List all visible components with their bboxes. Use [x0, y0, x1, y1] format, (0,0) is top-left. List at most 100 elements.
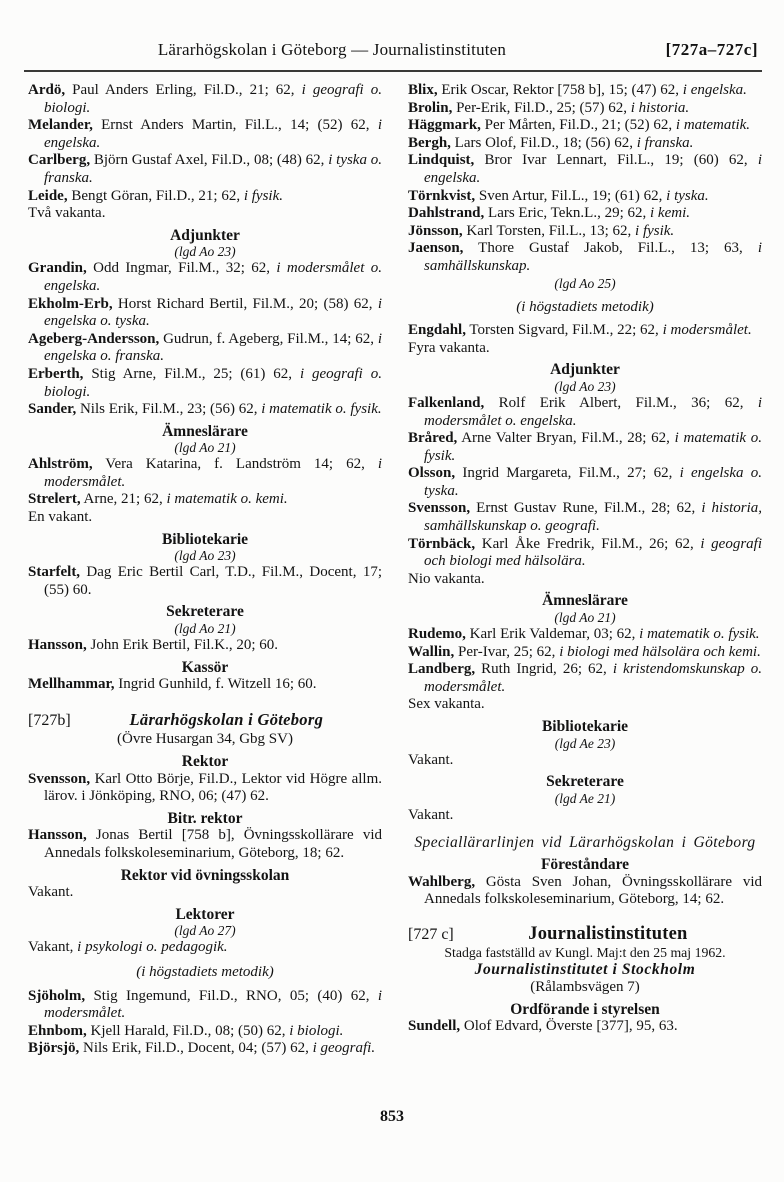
entry-surname: Carlberg,: [28, 152, 91, 169]
directory-entry: Brolin, Per-Erik, Fil.D., 25; (57) 62, i…: [408, 100, 762, 118]
role-heading: Rektor vid övningsskolan: [120, 866, 290, 884]
entry-subject: i matematik.: [675, 117, 751, 134]
directory-entry: Falkenland, Rolf Erik Albert, Fil.M., 36…: [408, 395, 762, 430]
entry-detail: Arne Valter Bryan, Fil.M., 28; 62,: [457, 430, 675, 447]
directory-entry: Rudemo, Karl Erik Valdemar, 03; 62, i ma…: [408, 626, 762, 644]
entry-detail: Björn Gustaf Axel, Fil.D., 08; (48) 62,: [90, 152, 329, 169]
directory-entry: Mellhammar, Ingrid Gunhild, f. Witzell 1…: [28, 676, 382, 694]
entry-detail: Lars Eric, Tekn.L., 29; 62,: [484, 205, 650, 222]
directory-entry: Blix, Erik Oscar, Rektor [758 b], 15; (4…: [408, 82, 762, 100]
directory-entry: Ageberg-Andersson, Gudrun, f. Ageberg, F…: [28, 331, 382, 366]
directory-entry: Landberg, Ruth Ingrid, 26; 62, i kristen…: [408, 661, 762, 696]
entry-surname: Landberg,: [408, 661, 476, 678]
salary-grade-note: (lgd Ao 23): [174, 548, 236, 564]
salary-grade-note: (lgd Ae 23): [554, 735, 616, 751]
salary-grade-note: (lgd Ao 23): [174, 244, 236, 260]
entry-detail: Sven Artur, Fil.L., 19; (61) 62,: [475, 187, 667, 204]
entry-detail: Ruth Ingrid, 26; 62,: [475, 661, 613, 678]
entry-surname: Dahlstrand,: [408, 205, 485, 222]
directory-entry: Bergh, Lars Olof, Fil.D., 18; (56) 62, i…: [408, 135, 762, 153]
entry-subject: i engelska.: [424, 152, 762, 186]
entry-surname: Törnkvist,: [408, 187, 476, 204]
entry-surname: Wallin,: [408, 643, 455, 660]
directory-entry: Strelert, Arne, 21; 62, i matematik o. k…: [28, 491, 382, 509]
role-heading: Adjunkter: [170, 226, 240, 244]
entry-detail: Odd Ingmar, Fil.M., 32; 62,: [86, 260, 277, 277]
entry-subject: i modersmålet o. engelska.: [424, 394, 762, 429]
salary-grade-note: (lgd Ao 27): [174, 923, 236, 939]
two-column-body: Ardö, Paul Anders Erling, Fil.D., 21; 62…: [28, 82, 762, 1058]
directory-entry: Hansson, Jonas Bertil [758 b], Övningssk…: [28, 827, 382, 862]
entry-surname: Svensson,: [28, 770, 91, 787]
entry-detail: Stig Arne, Fil.M., 25; (61) 62,: [83, 365, 300, 382]
entry-detail: Per Mårten, Fil.D., 21; (52) 62,: [480, 117, 676, 134]
directory-entry: Erberth, Stig Arne, Fil.M., 25; (61) 62,…: [28, 366, 382, 401]
programme-line: Speciallärarlinjen vid Lärarhögskolan i …: [414, 834, 756, 852]
entry-detail: Stig Ingemund, Fil.D., RNO, 05; (40) 62,: [85, 987, 378, 1004]
entry-surname: Ehnbom,: [28, 1022, 87, 1039]
entry-detail: Karl Åke Fredrik, Fil.M., 26; 62,: [475, 535, 701, 552]
directory-entry: Bråred, Arne Valter Bryan, Fil.M., 28; 6…: [408, 430, 762, 465]
directory-entry: Sjöholm, Stig Ingemund, Fil.D., RNO, 05;…: [28, 988, 382, 1023]
entry-subject: i modersmålet.: [44, 987, 382, 1022]
entry-subject: i tyska.: [666, 187, 709, 204]
directory-entry: Olsson, Ingrid Margareta, Fil.M., 27; 62…: [408, 465, 762, 500]
vacancy-note: Två vakanta.: [28, 205, 106, 222]
entry-detail: Horst Richard Bertil, Fil.M., 20; (58) 6…: [112, 295, 378, 312]
institute-name: Journalistinstitutet i Stockholm: [474, 961, 696, 979]
directory-entry: Grandin, Odd Ingmar, Fil.M., 32; 62, i m…: [28, 260, 382, 295]
entry-surname: Olsson,: [408, 465, 456, 482]
directory-entry: Ehnbom, Kjell Harald, Fil.D., 08; (50) 6…: [28, 1023, 382, 1041]
section-title: Journalistinstituten: [528, 923, 688, 944]
role-heading: Föreståndare: [540, 855, 630, 873]
entry-detail: Ingrid Gunhild, f. Witzell 16; 60.: [114, 676, 317, 693]
directory-entry: Ahlström, Vera Katarina, f. Landström 14…: [28, 456, 382, 491]
role-heading: Bitr. rektor: [167, 809, 243, 827]
role-heading: Sekreterare: [546, 773, 624, 791]
salary-grade-note: (lgd Ae 21): [554, 790, 616, 806]
entry-detail: Ernst Gustav Rune, Fil.M., 28; 62,: [470, 500, 702, 517]
directory-entry: Törnkvist, Sven Artur, Fil.L., 19; (61) …: [408, 188, 762, 206]
salary-grade-note: (lgd Ao 25): [554, 275, 616, 291]
entry-subject: i geografi.: [312, 1040, 376, 1057]
directory-entry: Törnbäck, Karl Åke Fredrik, Fil.M., 26; …: [408, 536, 762, 571]
section-header: [727b] Lärarhögskolan i Göteborg: [28, 711, 382, 730]
entry-subject: i historia, samhällskunskap o. geografi.: [424, 500, 762, 535]
role-heading: Ämneslärare: [542, 592, 628, 610]
entry-surname: Wahlberg,: [408, 873, 476, 890]
method-note: (i högstadiets metodik): [516, 298, 654, 315]
entry-surname: Ageberg-Andersson,: [28, 330, 160, 347]
entry-surname: Brolin,: [408, 99, 453, 116]
entry-subject: i matematik o. kemi.: [166, 491, 288, 508]
vacancy-note: Sex vakanta.: [408, 696, 485, 713]
column-right: Blix, Erik Oscar, Rektor [758 b], 15; (4…: [408, 82, 762, 1058]
entry-detail: Kjell Harald, Fil.D., 08; (50) 62,: [86, 1022, 290, 1039]
entry-subject: i modersmålet.: [662, 322, 752, 339]
entry-subject: i historia.: [630, 99, 690, 116]
entry-detail: John Erik Bertil, Fil.K., 20; 60.: [86, 637, 279, 654]
entry-surname: Hansson,: [28, 827, 87, 844]
directory-entry: Ekholm-Erb, Horst Richard Bertil, Fil.M.…: [28, 296, 382, 331]
vacancy-note: Vakant.: [408, 806, 454, 823]
entry-detail: Thore Gustaf Jakob, Fil.L., 13; 63,: [463, 240, 758, 257]
entry-detail: Ingrid Margareta, Fil.M., 27; 62,: [455, 465, 680, 482]
section-ref: [727 c]: [408, 925, 454, 943]
entry-detail: Karl Erik Valdemar, 03; 62,: [465, 626, 640, 643]
role-heading: Lektorer: [175, 905, 235, 923]
entry-subject: i engelska o. franska.: [44, 330, 382, 365]
entry-surname: Engdahl,: [408, 322, 466, 339]
directory-entry: Starfelt, Dag Eric Bertil Carl, T.D., Fi…: [28, 564, 382, 599]
role-heading: Adjunkter: [550, 361, 620, 379]
directory-entry: Svensson, Ernst Gustav Rune, Fil.M., 28;…: [408, 500, 762, 535]
directory-entry: Sander, Nils Erik, Fil.M., 23; (56) 62, …: [28, 401, 382, 419]
entry-surname: Hansson,: [28, 637, 87, 654]
directory-entry: Dahlstrand, Lars Eric, Tekn.L., 29; 62, …: [408, 205, 762, 223]
role-heading: Ämneslärare: [162, 422, 248, 440]
entry-surname: Sander,: [28, 401, 77, 418]
entry-detail: Vera Katarina, f. Landström 14; 62,: [92, 456, 378, 473]
section-ref: [727b]: [28, 711, 71, 729]
entry-detail: Per-Ivar, 25; 62,: [454, 643, 560, 660]
directory-entry: Lindquist, Bror Ivar Lennart, Fil.L., 19…: [408, 152, 762, 187]
entry-subject: i psykologi o. pedagogik.: [77, 939, 228, 956]
